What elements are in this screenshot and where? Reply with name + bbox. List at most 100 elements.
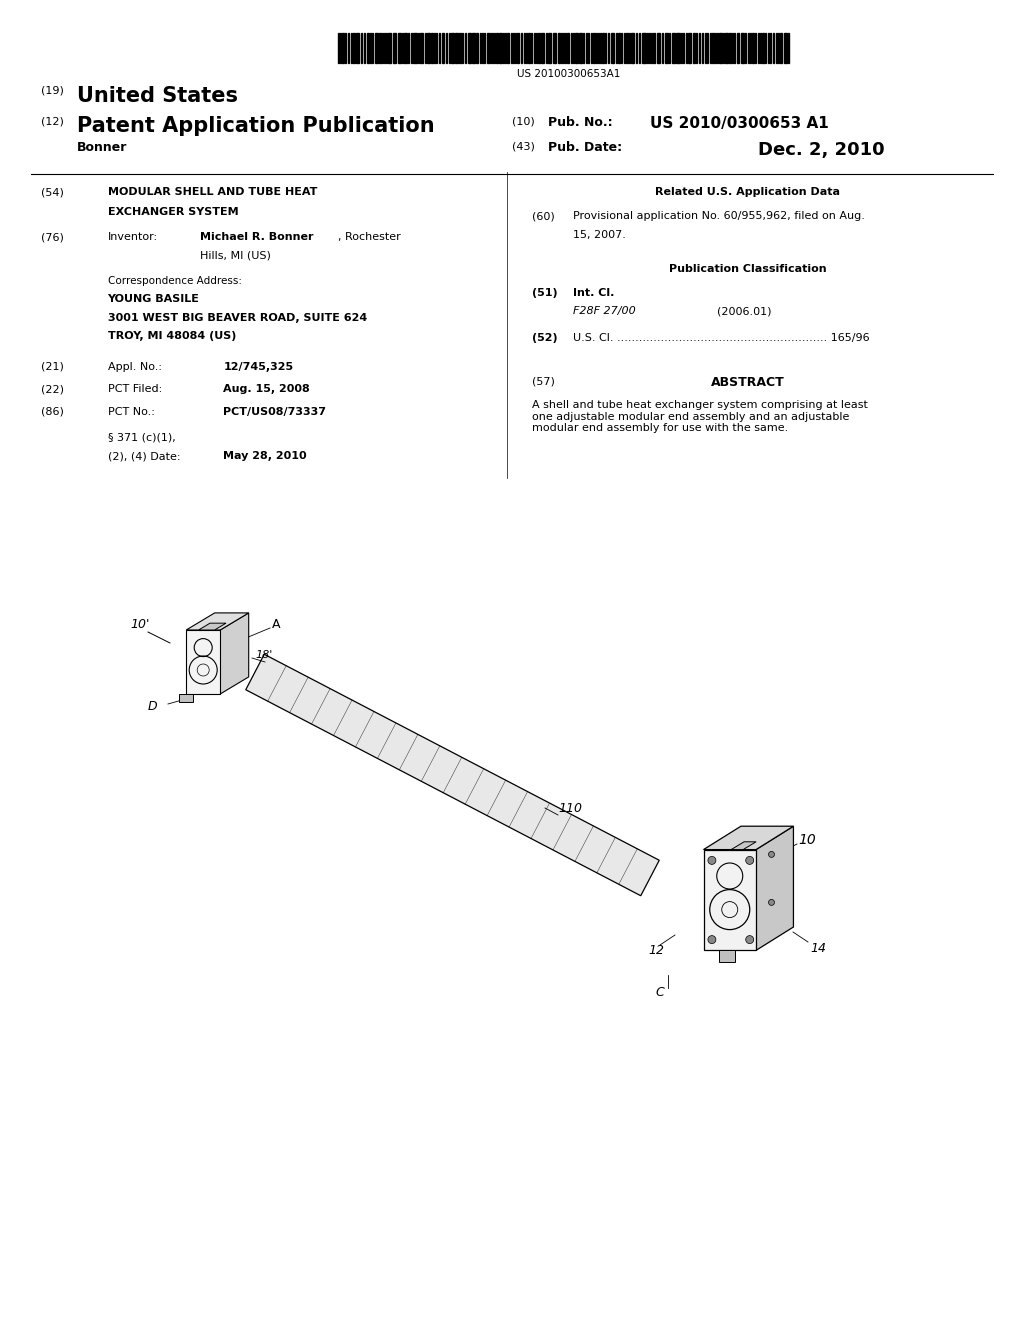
Bar <box>572 33 574 63</box>
Bar <box>476 33 477 63</box>
Bar <box>442 33 443 63</box>
Circle shape <box>708 936 716 944</box>
Bar <box>372 33 373 63</box>
Bar <box>526 33 527 63</box>
Bar <box>386 33 387 63</box>
Bar <box>570 33 571 63</box>
Bar <box>755 33 756 63</box>
Polygon shape <box>731 842 756 850</box>
Bar <box>758 33 759 63</box>
Bar <box>686 33 687 63</box>
Bar <box>665 33 668 63</box>
Text: TROY, MI 48084 (US): TROY, MI 48084 (US) <box>108 331 236 342</box>
Circle shape <box>768 851 774 858</box>
Polygon shape <box>246 655 659 896</box>
Bar <box>445 33 446 63</box>
Polygon shape <box>756 826 794 950</box>
Text: MODULAR SHELL AND TUBE HEAT: MODULAR SHELL AND TUBE HEAT <box>108 187 316 198</box>
Bar <box>631 33 634 63</box>
Bar <box>586 33 587 63</box>
Bar <box>732 33 733 63</box>
Text: (57): (57) <box>532 376 555 387</box>
Bar <box>653 33 654 63</box>
Text: 12/745,325: 12/745,325 <box>223 362 293 372</box>
Text: (60): (60) <box>532 211 555 222</box>
Bar <box>353 33 354 63</box>
Bar <box>588 33 589 63</box>
Bar <box>487 33 488 63</box>
Text: Publication Classification: Publication Classification <box>669 264 826 275</box>
Text: PCT Filed:: PCT Filed: <box>108 384 162 395</box>
Bar <box>408 33 410 63</box>
Polygon shape <box>220 612 249 694</box>
Bar <box>656 33 659 63</box>
Bar <box>468 33 471 63</box>
Text: (2), (4) Date:: (2), (4) Date: <box>108 451 180 462</box>
Text: C: C <box>655 986 664 998</box>
Text: Related U.S. Application Data: Related U.S. Application Data <box>655 187 840 198</box>
Bar <box>725 33 728 63</box>
Bar <box>780 33 781 63</box>
Text: (76): (76) <box>41 232 63 243</box>
Text: ABSTRACT: ABSTRACT <box>711 376 784 389</box>
Bar <box>541 33 544 63</box>
Bar <box>699 33 700 63</box>
Bar <box>433 33 435 63</box>
Text: U.S. Cl. .......................................................... 165/96: U.S. Cl. ...............................… <box>573 333 870 343</box>
Bar <box>517 33 518 63</box>
Bar <box>787 33 788 63</box>
Bar <box>499 33 502 63</box>
Bar <box>425 33 426 63</box>
Bar <box>768 33 769 63</box>
Bar <box>515 33 516 63</box>
Text: (2006.01): (2006.01) <box>717 306 771 317</box>
Bar <box>744 33 745 63</box>
Text: (43): (43) <box>512 141 535 152</box>
Circle shape <box>745 857 754 865</box>
Bar <box>342 33 344 63</box>
Text: US 20100300653A1: US 20100300653A1 <box>517 69 620 79</box>
Bar <box>370 33 371 63</box>
Bar <box>604 33 606 63</box>
Bar <box>567 33 568 63</box>
Bar <box>748 33 750 63</box>
Text: US 2010/0300653 A1: US 2010/0300653 A1 <box>650 116 829 131</box>
Bar <box>646 33 648 63</box>
Bar <box>462 33 463 63</box>
Bar <box>649 33 650 63</box>
Bar <box>616 33 617 63</box>
Bar <box>681 33 682 63</box>
Bar <box>600 33 601 63</box>
Bar <box>537 33 538 63</box>
Text: (86): (86) <box>41 407 63 417</box>
Bar <box>753 33 754 63</box>
Text: D: D <box>148 700 158 713</box>
Bar <box>624 33 626 63</box>
Text: 10: 10 <box>798 833 816 847</box>
Bar <box>702 33 703 63</box>
Bar <box>553 33 556 63</box>
Bar <box>365 33 366 63</box>
Text: EXCHANGER SYSTEM: EXCHANGER SYSTEM <box>108 207 239 218</box>
Bar <box>740 33 743 63</box>
Bar <box>340 33 341 63</box>
Bar <box>596 33 597 63</box>
Polygon shape <box>186 612 249 630</box>
Bar <box>412 33 413 63</box>
Bar <box>345 33 346 63</box>
Text: Hills, MI (US): Hills, MI (US) <box>200 251 270 261</box>
Text: § 371 (c)(1),: § 371 (c)(1), <box>108 433 175 444</box>
Bar <box>677 33 680 63</box>
Bar <box>492 33 494 63</box>
Bar <box>688 33 691 63</box>
Bar <box>776 33 777 63</box>
Text: Patent Application Publication: Patent Application Publication <box>77 116 434 136</box>
Bar <box>636 33 637 63</box>
Text: PCT/US08/73337: PCT/US08/73337 <box>223 407 327 417</box>
Text: (22): (22) <box>41 384 63 395</box>
Bar <box>662 33 663 63</box>
Text: 12: 12 <box>648 944 664 957</box>
Bar <box>734 33 735 63</box>
Bar <box>351 33 352 63</box>
Bar <box>503 33 504 63</box>
